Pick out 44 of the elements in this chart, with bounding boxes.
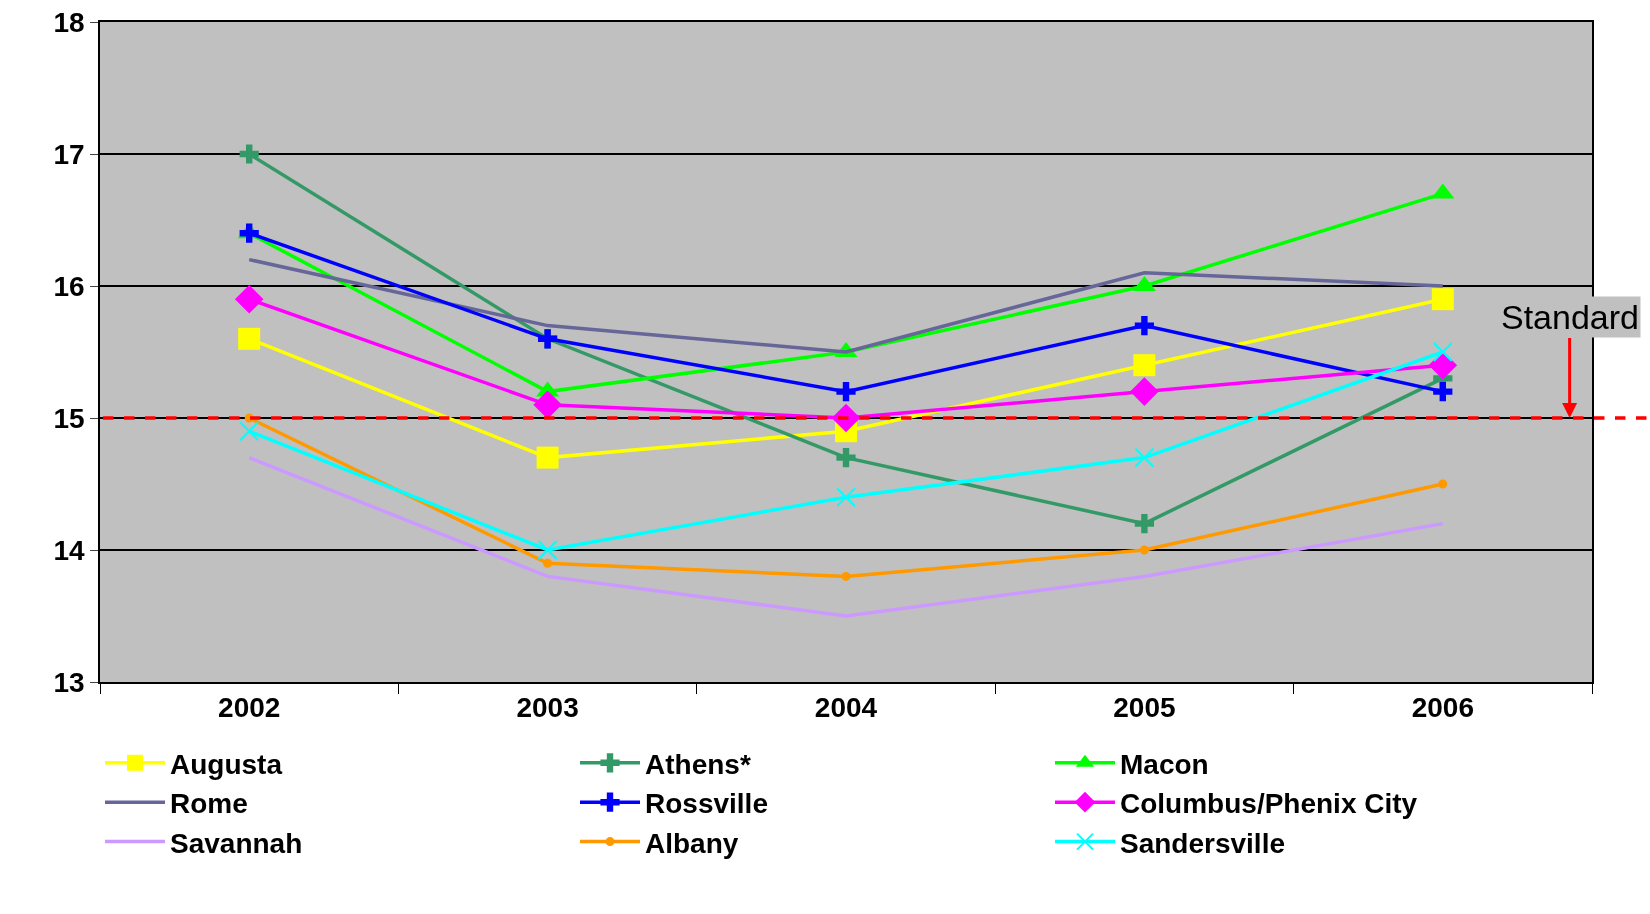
point bbox=[238, 327, 261, 350]
legend-label: Macon bbox=[1120, 748, 1209, 780]
point bbox=[239, 223, 259, 243]
point bbox=[234, 284, 264, 314]
y-tick-label: 16 bbox=[53, 270, 85, 302]
x-tick-label: 2004 bbox=[814, 692, 878, 724]
ref-line-label: Standard bbox=[1501, 298, 1639, 336]
x-tick-label: 2003 bbox=[516, 692, 579, 724]
point bbox=[543, 558, 553, 568]
point bbox=[1130, 377, 1159, 406]
point bbox=[1134, 316, 1154, 336]
y-tick-label: 14 bbox=[53, 534, 86, 566]
point bbox=[1438, 479, 1448, 489]
x-tick-label: 2006 bbox=[1411, 692, 1474, 724]
legend-label: Sandersville bbox=[1120, 827, 1285, 859]
legend-label: Albany bbox=[645, 827, 739, 859]
legend-label: Rossville bbox=[645, 788, 768, 820]
point bbox=[537, 540, 558, 560]
legend-label: Columbus/Phenix City bbox=[1120, 788, 1418, 820]
y-tick-label: 18 bbox=[53, 6, 85, 38]
point bbox=[239, 421, 260, 442]
y-tick-label: 17 bbox=[53, 138, 85, 170]
point bbox=[836, 382, 856, 402]
point bbox=[1134, 447, 1155, 468]
line-series bbox=[247, 455, 1445, 618]
y-tick-label: 15 bbox=[53, 402, 85, 434]
y-tick-label: 13 bbox=[53, 666, 85, 698]
x-tick-label: 2005 bbox=[1113, 692, 1176, 724]
legend-label: Savannah bbox=[170, 827, 303, 859]
point bbox=[841, 571, 851, 581]
point bbox=[536, 446, 559, 469]
point bbox=[1134, 514, 1154, 534]
legend-label: Athens* bbox=[645, 748, 751, 780]
legend-label: Rome bbox=[170, 788, 248, 820]
point bbox=[1133, 354, 1156, 377]
point bbox=[1139, 545, 1149, 555]
point bbox=[836, 448, 856, 468]
x-tick-label: 2002 bbox=[218, 692, 281, 724]
point bbox=[239, 144, 259, 164]
point bbox=[1432, 342, 1453, 362]
point bbox=[1433, 382, 1453, 402]
legend-label: Augusta bbox=[170, 748, 283, 780]
point bbox=[836, 487, 856, 508]
point bbox=[1431, 288, 1454, 311]
